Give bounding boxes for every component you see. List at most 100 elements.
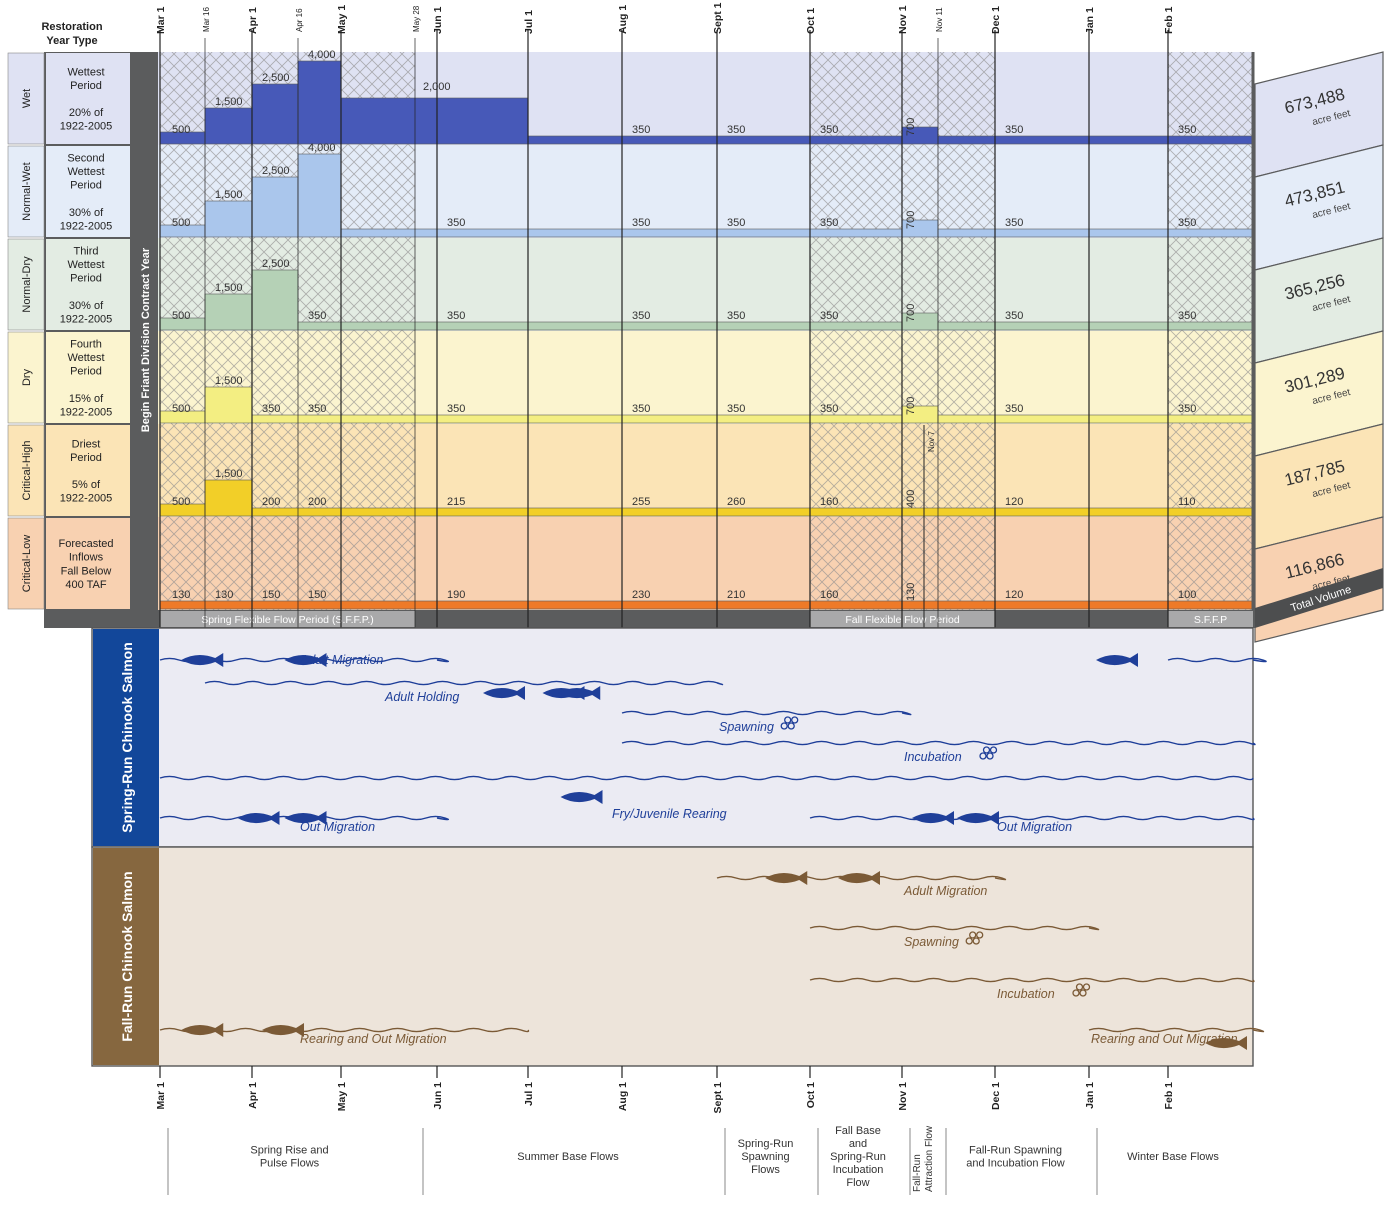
- flow-value-label: 500: [172, 124, 190, 136]
- flow-value-label: 120: [1005, 496, 1023, 508]
- flow-value-label: 500: [172, 496, 190, 508]
- flow-value-label: 350: [820, 310, 838, 322]
- eggs-icon: [1082, 983, 1091, 991]
- flow-value-label: 160: [820, 496, 838, 508]
- flow-value-label: 130: [215, 589, 233, 601]
- flow-value-label: 350: [1178, 310, 1196, 322]
- eggs-icon: [784, 716, 792, 724]
- date-tick-label: Mar 16: [202, 7, 211, 32]
- row-desc-line: 1922-2005: [60, 121, 113, 133]
- period-label: Spring Rise and: [250, 1145, 328, 1157]
- row-desc-cell: [46, 239, 130, 330]
- date-tick-label: Sept 1: [712, 2, 724, 34]
- flow-value-label: 2,500: [262, 72, 290, 84]
- hatched-period: [160, 424, 415, 517]
- row-desc-line: Forecasted: [58, 538, 113, 550]
- hatched-period: [1168, 517, 1253, 610]
- fish-icon: [912, 811, 954, 825]
- hatched-period: [1168, 145, 1253, 238]
- row-desc-line: Fourth: [70, 339, 102, 351]
- eggs-icon: [982, 746, 991, 754]
- period-label: Flows: [751, 1164, 780, 1176]
- date-tick-label: Aug 1: [617, 5, 629, 34]
- flow-value-label: 350: [308, 403, 326, 415]
- flow-value-label: 260: [727, 496, 745, 508]
- eggs-icon: [1079, 989, 1087, 997]
- species-panel-bg: [91, 627, 1254, 848]
- life-stage-wave: [809, 815, 1255, 821]
- row-desc-line: 15% of: [69, 393, 104, 405]
- bottom-date-label: May 1: [336, 1082, 348, 1111]
- row-desc-line: 1922-2005: [60, 493, 113, 505]
- life-stage-label: Spawning: [719, 720, 774, 734]
- period-label: Spring-Run: [738, 1138, 794, 1150]
- species-panel-1: Fall-Run Chinook Salmon Adult Migration Sp…: [91, 846, 1265, 1067]
- flow-step-bar: [340, 600, 529, 610]
- flow-value-label: 350: [727, 124, 745, 136]
- eggs-icon: [979, 752, 987, 760]
- row-desc-line: 1922-2005: [60, 407, 113, 419]
- flow-value-label: 350: [262, 403, 280, 415]
- row-desc-cell: [46, 146, 130, 237]
- species-name-bar: [93, 848, 159, 1065]
- left-column: Restoration Year Type: [41, 21, 102, 47]
- life-stage-wave: [809, 977, 1255, 983]
- life-stage-wave: [204, 680, 724, 686]
- row-desc-line: Third: [73, 246, 98, 258]
- flow-step-bar: [297, 60, 342, 145]
- flow-value-label: 350: [447, 310, 465, 322]
- row-type-label: Critical-High: [21, 441, 33, 501]
- period-label: Spawning: [741, 1151, 789, 1163]
- total-volume-footer: [1255, 568, 1383, 628]
- life-stage-label: Incubation: [904, 750, 962, 764]
- row-desc-line: 20% of: [69, 107, 104, 119]
- fish-icon: [483, 686, 525, 700]
- fish-icon: [1205, 1036, 1247, 1050]
- flow-step-bar: [297, 153, 342, 238]
- flow-value-label: 350: [1178, 217, 1196, 229]
- flow-step-bar: [809, 600, 903, 610]
- flow-value-label: 1,500: [215, 468, 243, 480]
- eggs-icon: [986, 752, 994, 760]
- flow-value-label: 350: [820, 217, 838, 229]
- period-label: Fall Base: [835, 1125, 881, 1137]
- date-tick-label: Jan 1: [1084, 7, 1096, 34]
- flow-step-bar: [159, 600, 253, 610]
- row-desc-cell: [46, 425, 130, 516]
- bottom-date-label: Oct 1: [805, 1082, 817, 1108]
- row-desc-cell: [46, 518, 130, 609]
- flow-value-label: 100: [1178, 589, 1196, 601]
- eggs-icon: [972, 937, 980, 945]
- flow-step-bar: [251, 176, 299, 238]
- date-tick-label: Nov 11: [935, 7, 944, 32]
- flow-value-label: 350: [820, 124, 838, 136]
- period-label: Flow: [846, 1177, 869, 1189]
- nov7-marker-label: Nov 7: [927, 431, 936, 452]
- row-desc-line: Wettest: [67, 259, 104, 271]
- eggs-icon: [976, 931, 984, 939]
- flow-value-label: 350: [632, 124, 650, 136]
- fish-icon: [558, 686, 601, 700]
- period-label: Summer Base Flows: [517, 1151, 619, 1163]
- species-name-bar: [93, 629, 159, 846]
- date-tick-label: Nov 1: [897, 5, 909, 34]
- life-stage-label: Adult Migration: [299, 653, 383, 667]
- row-desc-line: 400 TAF: [65, 579, 106, 591]
- flow-step-bar: [937, 321, 1254, 331]
- flow-value-label: 500: [172, 310, 190, 322]
- life-stage-wave: [621, 740, 1256, 746]
- life-stage-wave: [1167, 657, 1267, 663]
- flow-value-label: 160: [820, 589, 838, 601]
- row-desc-line: Period: [70, 180, 102, 192]
- fish-icon: [181, 1023, 224, 1037]
- flow-step-bar: [251, 414, 903, 424]
- flow-step-bar: [340, 507, 529, 517]
- fish-icon: [284, 653, 327, 667]
- row-type-label: Dry: [21, 368, 33, 386]
- flow-value-label: 700: [905, 211, 917, 229]
- flow-value-label: 230: [632, 589, 650, 601]
- flow-value-label: 215: [447, 496, 465, 508]
- row-desc-line: 1922-2005: [60, 221, 113, 233]
- fish-icon: [765, 871, 808, 885]
